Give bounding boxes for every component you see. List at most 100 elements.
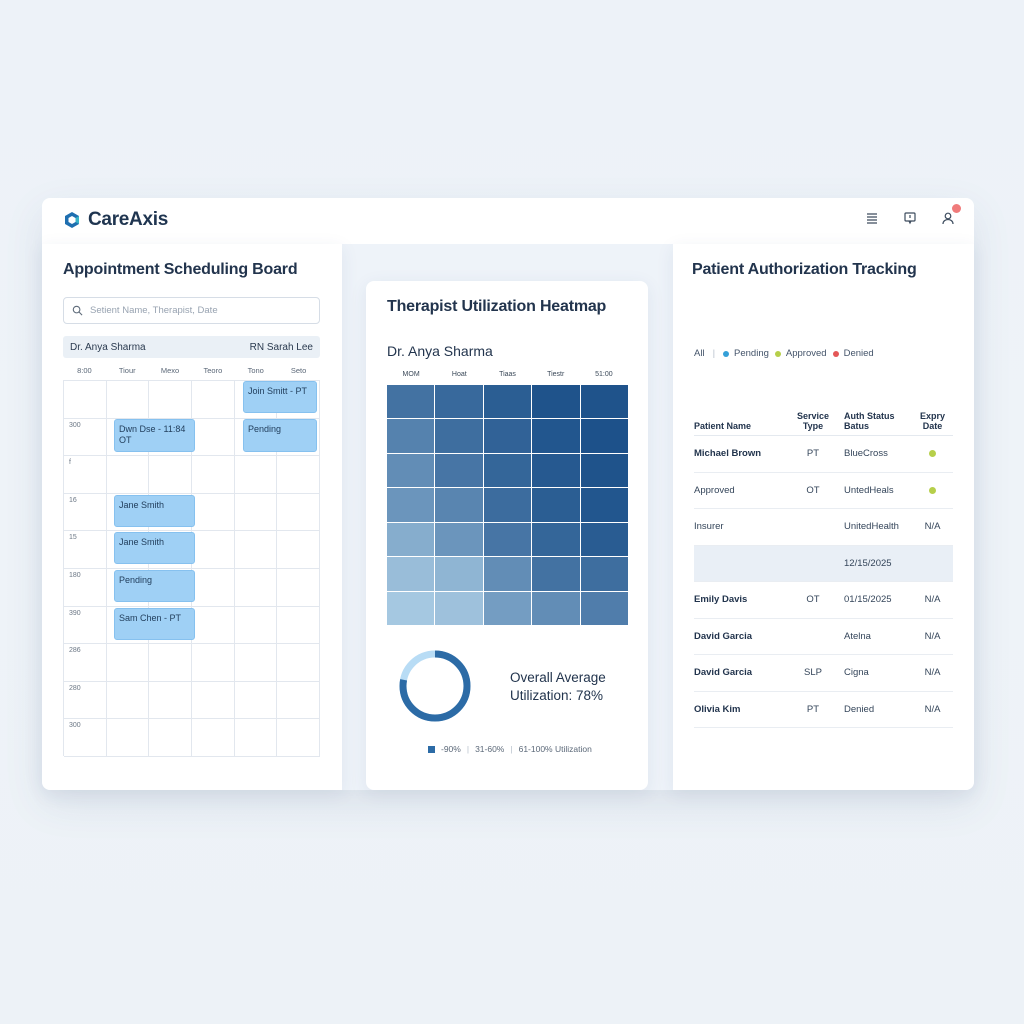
heatmap-cell[interactable]	[532, 522, 580, 557]
calendar-slot[interactable]: 15	[64, 531, 107, 569]
calendar-slot[interactable]	[277, 418, 321, 457]
calendar-slot[interactable]	[277, 568, 321, 607]
heatmap-cell[interactable]	[532, 419, 580, 453]
appointment-block[interactable]: Join Smitt - PT	[243, 381, 317, 413]
heatmap-cell[interactable]	[580, 385, 628, 419]
table-row[interactable]: Emily Davis OT 01/15/2025 N/A	[694, 582, 953, 619]
calendar-slot[interactable]	[149, 456, 193, 494]
heatmap-cell[interactable]	[387, 488, 435, 522]
therapist-left[interactable]: Dr. Anya Sharma	[70, 341, 146, 353]
calendar-slot[interactable]	[192, 644, 235, 682]
therapist-selector[interactable]: Dr. Anya Sharma RN Sarah Lee	[63, 336, 320, 358]
heatmap-cell[interactable]	[387, 419, 435, 453]
heatmap-cell[interactable]	[435, 385, 483, 419]
heatmap-cell[interactable]	[387, 557, 435, 591]
appointment-block[interactable]: Dwn Dse - 11:84 OT	[114, 419, 195, 452]
heatmap-cell[interactable]	[532, 557, 580, 591]
heatmap-cell[interactable]	[387, 453, 435, 488]
table-row[interactable]: 12/15/2025	[694, 545, 953, 582]
heatmap-cell[interactable]	[580, 453, 628, 488]
filter-approved[interactable]: Approved	[774, 348, 827, 359]
heatmap-cell[interactable]	[483, 419, 532, 453]
calendar-slot[interactable]	[106, 456, 150, 494]
filter-all[interactable]: All	[694, 348, 705, 359]
calendar-slot[interactable]	[192, 381, 235, 419]
filter-pending[interactable]: Pending	[723, 348, 769, 359]
heatmap-cell[interactable]	[580, 522, 628, 557]
calendar-slot[interactable]	[192, 681, 235, 720]
calendar-slot[interactable]: 390	[64, 606, 107, 645]
calendar-slot[interactable]	[192, 418, 235, 457]
calendar-slot[interactable]	[192, 493, 235, 532]
heatmap-cell[interactable]	[532, 385, 580, 419]
heatmap-cell[interactable]	[580, 591, 628, 625]
calendar-slot[interactable]	[277, 493, 321, 532]
calendar-slot[interactable]	[277, 681, 321, 720]
table-row[interactable]: Approved OT UntedHeals	[694, 473, 953, 509]
heatmap-cell[interactable]	[483, 488, 532, 522]
heatmap-cell[interactable]	[532, 488, 580, 522]
calendar-slot[interactable]	[149, 644, 193, 682]
calendar-slot[interactable]	[192, 531, 235, 569]
calendar-slot[interactable]	[234, 606, 278, 645]
heatmap-cell[interactable]	[435, 591, 483, 625]
calendar-slot[interactable]	[192, 456, 235, 494]
calendar-slot[interactable]	[149, 381, 193, 419]
calendar-slot[interactable]: 180	[64, 568, 107, 607]
heatmap-cell[interactable]	[532, 591, 580, 625]
calendar-slot[interactable]	[192, 606, 235, 645]
utilization-heatmap[interactable]	[387, 385, 628, 625]
calendar-slot[interactable]	[234, 681, 278, 720]
calendar-slot[interactable]	[234, 531, 278, 569]
table-row[interactable]: David Garcia Atelna N/A	[694, 619, 953, 655]
calendar-slot[interactable]: 300	[64, 418, 107, 457]
calendar-slot[interactable]: f	[64, 456, 107, 494]
calendar-slot[interactable]	[106, 681, 150, 720]
heatmap-cell[interactable]	[580, 419, 628, 453]
heatmap-cell[interactable]	[580, 488, 628, 522]
calendar-slot[interactable]	[234, 568, 278, 607]
calendar-slot[interactable]	[106, 381, 150, 419]
heatmap-cell[interactable]	[387, 385, 435, 419]
heatmap-cell[interactable]	[580, 557, 628, 591]
user-icon[interactable]	[940, 204, 961, 226]
calendar-slot[interactable]	[277, 644, 321, 682]
heatmap-cell[interactable]	[387, 522, 435, 557]
calendar-slot[interactable]	[149, 719, 193, 757]
calendar-slot[interactable]	[192, 568, 235, 607]
heatmap-cell[interactable]	[483, 522, 532, 557]
heatmap-cell[interactable]	[483, 453, 532, 488]
calendar-slot[interactable]	[234, 644, 278, 682]
calendar-slot[interactable]	[64, 381, 107, 419]
list-icon[interactable]	[864, 210, 880, 226]
brand[interactable]: CareAxis	[62, 209, 168, 231]
heatmap-cell[interactable]	[435, 419, 483, 453]
calendar-slot[interactable]	[106, 644, 150, 682]
calendar-slot[interactable]	[234, 719, 278, 757]
heatmap-cell[interactable]	[435, 522, 483, 557]
calendar-slot[interactable]	[277, 719, 321, 757]
calendar-slot[interactable]: 16	[64, 493, 107, 532]
heatmap-cell[interactable]	[435, 557, 483, 591]
calendar-slot[interactable]	[234, 493, 278, 532]
calendar-slot[interactable]	[277, 456, 321, 494]
heatmap-cell[interactable]	[387, 591, 435, 625]
calendar-slot[interactable]	[192, 719, 235, 757]
calendar-slot[interactable]	[277, 531, 321, 569]
calendar-slot[interactable]	[234, 456, 278, 494]
heatmap-cell[interactable]	[435, 488, 483, 522]
heatmap-cell[interactable]	[435, 453, 483, 488]
table-row[interactable]: David Garcia SLP Cigna N/A	[694, 655, 953, 692]
appointment-block[interactable]: Sam Chen - PT	[114, 608, 195, 640]
table-row[interactable]: Michael Brown PT BlueCross	[694, 436, 953, 473]
calendar-slot[interactable]	[149, 681, 193, 720]
calendar-slot[interactable]	[277, 606, 321, 645]
appointment-block[interactable]: Pending	[243, 419, 317, 452]
chat-icon[interactable]	[902, 210, 918, 226]
calendar-slot[interactable]: 300	[64, 719, 107, 757]
appointment-block[interactable]: Jane Smith	[114, 532, 195, 564]
table-row[interactable]: Olivia Kim PT Denied N/A	[694, 692, 953, 728]
calendar-slot[interactable]	[106, 719, 150, 757]
heatmap-cell[interactable]	[483, 385, 532, 419]
therapist-right[interactable]: RN Sarah Lee	[249, 341, 313, 353]
